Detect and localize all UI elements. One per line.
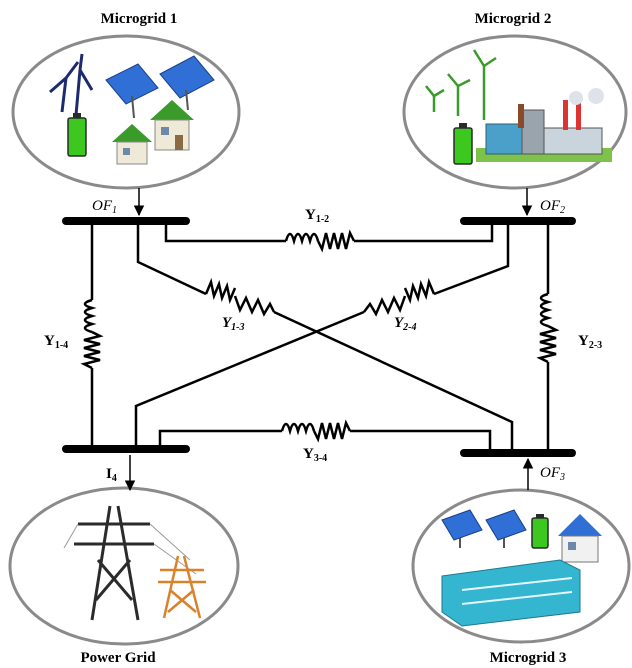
microgrid-1-ellipse [11, 34, 241, 190]
flow-arrows [124, 188, 534, 492]
power-grid-title: Power Grid [80, 650, 156, 666]
transmission-tower-icon [63, 505, 206, 621]
of3-label: OF3 [540, 465, 565, 483]
transmission-lines [80, 221, 560, 453]
solar-panel-icon [105, 55, 215, 119]
battery-icon [531, 514, 549, 549]
microgrid-2-node: Microgrid 2 [402, 11, 628, 190]
y24-label: Y2-4 [394, 315, 417, 333]
microgrid-1-node: Microgrid 1 [11, 11, 241, 190]
microgrid-3-title: Microgrid 3 [490, 650, 567, 666]
battery-icon [67, 113, 87, 157]
line-1-4 [80, 221, 104, 449]
microgrid-2-title: Microgrid 2 [475, 11, 552, 27]
factory-icon [476, 88, 612, 162]
line-3-4 [158, 419, 492, 453]
wind-turbine-icon [49, 53, 94, 116]
solar-panel-icon [441, 509, 527, 548]
y23-label: Y2-3 [578, 333, 602, 351]
line-1-3 [136, 221, 514, 453]
i4-label: I4 [106, 466, 117, 484]
battery-icon [453, 123, 473, 165]
house-icon [112, 100, 194, 165]
labels: OF1 OF2 OF3 I4 Y1-2 Y1-3 Y2-4 Y1-4 Y2-3 … [44, 198, 602, 484]
y13-label: Y1-3 [222, 315, 245, 333]
y34-label: Y3-4 [303, 446, 327, 464]
microgrid-2-ellipse [402, 34, 628, 190]
line-2-4 [134, 221, 510, 449]
wind-turbine-icon [425, 49, 497, 120]
microgrid-1-title: Microgrid 1 [101, 11, 178, 27]
house-icon [558, 514, 602, 563]
of1-label: OF1 [92, 198, 117, 216]
microgrid-3-node: Microgrid 3 [411, 488, 631, 666]
power-grid-node: Power Grid [8, 486, 240, 666]
y14-label: Y1-4 [44, 333, 68, 351]
office-building-icon [441, 559, 581, 627]
line-2-3 [536, 221, 560, 453]
line-1-2 [164, 221, 494, 253]
y12-label: Y1-2 [305, 207, 329, 225]
buses [62, 217, 576, 457]
of2-label: OF2 [540, 198, 565, 216]
